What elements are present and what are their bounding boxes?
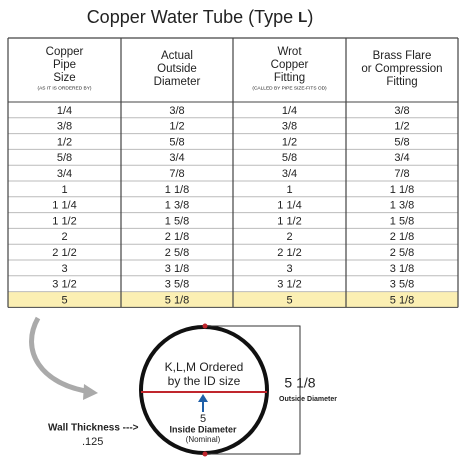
cell: 2 1/2 bbox=[277, 247, 301, 259]
cell: 3 bbox=[61, 263, 67, 275]
header-text: Fitting bbox=[386, 76, 417, 88]
cell: 1 3/8 bbox=[165, 200, 189, 212]
cell: 1 1/4 bbox=[52, 200, 76, 212]
cell: 3/8 bbox=[282, 121, 297, 133]
header-text: Actual bbox=[161, 50, 193, 62]
header-text: Copper bbox=[46, 46, 84, 58]
cell: 2 bbox=[286, 231, 292, 243]
inside-value: 5 bbox=[200, 413, 206, 425]
cell: 3/8 bbox=[57, 121, 72, 133]
cell: 2 bbox=[61, 231, 67, 243]
inside-label: Inside Diameter bbox=[169, 424, 237, 434]
header-note: (CALLED BY PIPE SIZE-FITS OD) bbox=[252, 85, 327, 91]
outside-value: 5 1/8 bbox=[284, 375, 315, 391]
header-text: Size bbox=[53, 72, 75, 84]
cell: 3/4 bbox=[57, 168, 72, 180]
cell: 1 bbox=[61, 184, 67, 196]
cell: 1 1/8 bbox=[165, 184, 189, 196]
cell: 5 1/8 bbox=[165, 294, 189, 306]
cell: 3 5/8 bbox=[165, 279, 189, 291]
cell: 1 bbox=[286, 184, 292, 196]
cell: 3/4 bbox=[394, 152, 409, 164]
title: Copper Water Tube (Type L) bbox=[87, 7, 314, 27]
title-close: ) bbox=[307, 7, 313, 27]
cell: 5 bbox=[61, 294, 67, 306]
title-text: Copper Water Tube (Type bbox=[87, 7, 293, 27]
cell: 5 bbox=[286, 294, 292, 306]
wall-value: .125 bbox=[82, 436, 103, 448]
cell: 3 1/8 bbox=[390, 263, 414, 275]
cell: 7/8 bbox=[169, 168, 184, 180]
header-text: Pipe bbox=[53, 59, 76, 71]
cell: 5/8 bbox=[57, 152, 72, 164]
od-bracket bbox=[205, 325, 301, 455]
cell: 1/2 bbox=[169, 121, 184, 133]
header-text: Wrot bbox=[277, 46, 302, 58]
cell: 1/2 bbox=[57, 136, 72, 148]
cell: 1/4 bbox=[282, 105, 297, 117]
curved-arrow bbox=[29, 316, 93, 395]
cell: 3/8 bbox=[394, 105, 409, 117]
id-arrow-head bbox=[198, 394, 208, 402]
cell: 5 1/8 bbox=[390, 294, 414, 306]
arrow-head bbox=[83, 384, 98, 400]
header-note: (AS IT IS ORDERED BY) bbox=[37, 85, 91, 91]
wall-label: Wall Thickness ---> bbox=[48, 423, 139, 434]
cell: 3 bbox=[286, 263, 292, 275]
header-text: Outside bbox=[157, 63, 197, 75]
cell: 5/8 bbox=[169, 136, 184, 148]
cell: 2 1/8 bbox=[390, 231, 414, 243]
cell: 3/4 bbox=[169, 152, 184, 164]
cell: 3 1/2 bbox=[52, 279, 76, 291]
cell: 1/2 bbox=[394, 121, 409, 133]
cell: 1 1/8 bbox=[390, 184, 414, 196]
title-type: L bbox=[298, 9, 307, 26]
cell: 2 1/2 bbox=[52, 247, 76, 259]
cell: 1 1/4 bbox=[277, 200, 301, 212]
header-text: Brass Flare bbox=[373, 50, 432, 62]
cell: 5/8 bbox=[282, 152, 297, 164]
cell: 3/8 bbox=[169, 105, 184, 117]
cell: 3 1/2 bbox=[277, 279, 301, 291]
cell: 1 3/8 bbox=[390, 200, 414, 212]
header-text: Fitting bbox=[274, 72, 305, 84]
od-dot bbox=[202, 451, 208, 457]
cell: 3/4 bbox=[282, 168, 297, 180]
header-text: or Compression bbox=[361, 63, 442, 75]
cell: 7/8 bbox=[394, 168, 409, 180]
cell: 2 5/8 bbox=[165, 247, 189, 259]
circle-label: K,L,M Ordered bbox=[165, 360, 244, 374]
cell: 2 5/8 bbox=[390, 247, 414, 259]
cell: 1 5/8 bbox=[390, 215, 414, 227]
circle-label: by the ID size bbox=[168, 374, 241, 388]
cell: 1/4 bbox=[57, 105, 72, 117]
cell: 1 1/2 bbox=[277, 215, 301, 227]
header-text: Diameter bbox=[154, 76, 201, 88]
cell: 1 1/2 bbox=[52, 215, 76, 227]
header-text: Copper bbox=[271, 59, 309, 71]
outside-label: Outside Diameter bbox=[279, 396, 337, 403]
cell: 1 5/8 bbox=[165, 215, 189, 227]
cell: 5/8 bbox=[394, 136, 409, 148]
cell: 1/2 bbox=[282, 136, 297, 148]
cell: 3 5/8 bbox=[390, 279, 414, 291]
od-dot bbox=[202, 323, 208, 329]
inside-note: (Nominal) bbox=[186, 435, 221, 444]
cell: 3 1/8 bbox=[165, 263, 189, 275]
cell: 2 1/8 bbox=[165, 231, 189, 243]
